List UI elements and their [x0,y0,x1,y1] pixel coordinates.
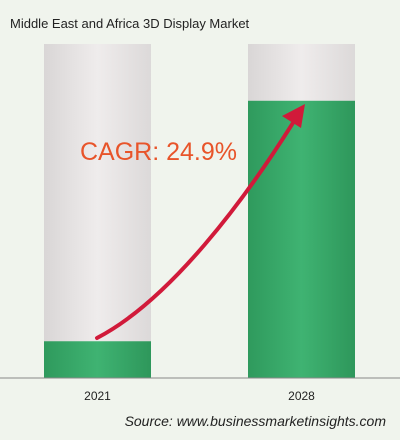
growth-arrow [95,116,298,340]
bar-2028 [248,100,355,378]
bar-track-2021 [44,44,151,378]
x-tick-label-2028: 2028 [288,389,315,403]
cagr-annotation: CAGR: 24.9% [80,138,237,166]
chart-title: Middle East and Africa 3D Display Market [10,16,250,31]
bar-2021 [44,341,151,378]
growth-arrow-head [282,104,305,128]
source-credit: Source: www.businessmarketinsights.com [124,413,386,429]
x-tick-label-2021: 2021 [84,389,111,403]
